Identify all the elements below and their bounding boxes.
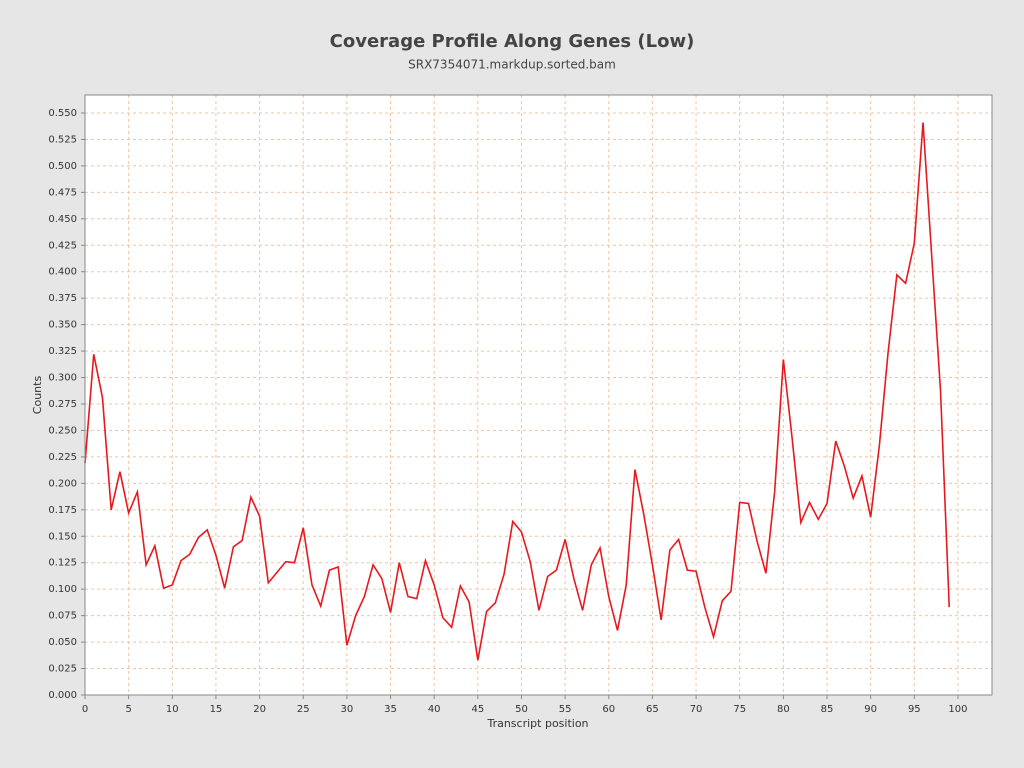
y-tick-label: 0.250 bbox=[48, 425, 77, 436]
x-tick-label: 40 bbox=[428, 704, 441, 715]
y-tick-label: 0.525 bbox=[48, 134, 77, 145]
chart-subtitle: SRX7354071.markdup.sorted.bam bbox=[408, 58, 616, 72]
x-tick-label: 80 bbox=[777, 704, 790, 715]
x-tick-label: 45 bbox=[471, 704, 484, 715]
y-tick-label: 0.450 bbox=[48, 214, 77, 225]
x-tick-label: 90 bbox=[864, 704, 877, 715]
x-tick-label: 25 bbox=[297, 704, 310, 715]
y-tick-label: 0.425 bbox=[48, 240, 77, 251]
marks bbox=[84, 122, 951, 661]
x-tick-label: 55 bbox=[559, 704, 572, 715]
y-tick-label: 0.125 bbox=[48, 558, 77, 569]
y-tick-label: 0.175 bbox=[48, 505, 77, 516]
ticks: 0.000 0.025 0.050 0.075 0.100 0.125 0.150 0.175… bbox=[48, 108, 967, 715]
y-axis-label: Counts bbox=[31, 376, 44, 415]
plot-area bbox=[85, 95, 992, 695]
y-tick-label: 0.225 bbox=[48, 452, 77, 463]
y-tick-label: 0.025 bbox=[48, 664, 77, 675]
x-tick-label: 50 bbox=[515, 704, 528, 715]
x-tick-label: 60 bbox=[602, 704, 615, 715]
x-tick-label: 0 bbox=[82, 704, 88, 715]
chart-title: Coverage Profile Along Genes (Low) bbox=[330, 31, 695, 52]
y-tick-label: 0.300 bbox=[48, 373, 77, 384]
y-tick-label: 0.375 bbox=[48, 293, 77, 304]
x-tick-label: 75 bbox=[733, 704, 746, 715]
y-tick-label: 0.200 bbox=[48, 478, 77, 489]
plot-border bbox=[84, 94, 993, 696]
y-tick-label: 0.100 bbox=[48, 584, 77, 595]
x-tick-label: 5 bbox=[125, 704, 131, 715]
x-tick-label: 20 bbox=[253, 704, 266, 715]
y-tick-label: 0.050 bbox=[48, 637, 77, 648]
y-tick-label: 0.000 bbox=[48, 690, 77, 701]
x-tick-label: 30 bbox=[341, 704, 354, 715]
x-tick-label: 15 bbox=[210, 704, 223, 715]
x-axis-label: Transcript position bbox=[486, 717, 588, 730]
y-tick-label: 0.275 bbox=[48, 399, 77, 410]
x-tick-label: 100 bbox=[948, 704, 967, 715]
y-tick-label: 0.475 bbox=[48, 187, 77, 198]
x-tick-label: 70 bbox=[690, 704, 703, 715]
y-tick-label: 0.500 bbox=[48, 161, 77, 172]
x-tick-label: 10 bbox=[166, 704, 179, 715]
y-tick-label: 0.550 bbox=[48, 108, 77, 119]
y-tick-label: 0.150 bbox=[48, 531, 77, 542]
y-tick-label: 0.400 bbox=[48, 267, 77, 278]
y-tick-label: 0.350 bbox=[48, 320, 77, 331]
y-tick-label: 0.325 bbox=[48, 346, 77, 357]
y-tick-label: 0.075 bbox=[48, 611, 77, 622]
x-tick-label: 85 bbox=[821, 704, 834, 715]
x-tick-label: 95 bbox=[908, 704, 921, 715]
x-tick-label: 65 bbox=[646, 704, 659, 715]
line bbox=[84, 122, 951, 661]
x-tick-label: 35 bbox=[384, 704, 397, 715]
